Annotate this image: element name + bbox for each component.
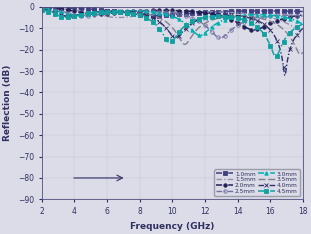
1.5mm — [56, 7, 60, 10]
3.5mm — [198, 25, 202, 28]
Line: 3.5mm: 3.5mm — [42, 9, 303, 54]
1.5mm — [301, 33, 305, 35]
2.0mm — [238, 22, 242, 25]
1.5mm — [238, 12, 242, 15]
2.0mm — [192, 10, 195, 13]
Line: 4.0mm: 4.0mm — [40, 7, 304, 77]
2.0mm — [40, 6, 44, 9]
4.0mm — [40, 8, 44, 11]
3.0mm — [207, 29, 210, 31]
Line: 1.5mm: 1.5mm — [42, 8, 303, 34]
3.0mm — [199, 34, 202, 37]
3.5mm — [301, 51, 305, 54]
3.5mm — [265, 18, 268, 21]
1.0mm — [56, 6, 60, 9]
4.5mm — [40, 8, 44, 11]
1.0mm — [265, 10, 269, 12]
4.0mm — [301, 27, 305, 30]
1.5mm — [192, 10, 195, 13]
4.5mm — [274, 55, 277, 58]
4.5mm — [301, 23, 305, 26]
1.0mm — [40, 6, 44, 9]
4.5mm — [198, 17, 202, 20]
1.0mm — [153, 14, 157, 17]
2.0mm — [301, 14, 305, 16]
1.5mm — [40, 6, 44, 9]
3.5mm — [56, 12, 60, 15]
2.5mm — [238, 22, 242, 25]
1.0mm — [238, 10, 242, 13]
3.0mm — [198, 34, 202, 37]
1.5mm — [206, 10, 210, 13]
4.5mm — [265, 37, 268, 39]
2.5mm — [192, 17, 195, 20]
3.0mm — [238, 15, 242, 17]
2.5mm — [56, 9, 60, 12]
4.5mm — [206, 16, 210, 18]
2.5mm — [206, 27, 210, 29]
3.5mm — [40, 8, 44, 11]
3.0mm — [56, 10, 60, 13]
Line: 1.0mm: 1.0mm — [40, 6, 304, 17]
2.5mm — [198, 21, 202, 23]
Line: 2.5mm: 2.5mm — [40, 7, 304, 40]
Legend: 1.0mm, 1.5mm, 2.0mm, 2.5mm, 3.0mm, 3.5mm, 4.0mm, 4.5mm: 1.0mm, 1.5mm, 2.0mm, 2.5mm, 3.0mm, 3.5mm… — [214, 169, 300, 196]
2.0mm — [206, 12, 210, 15]
2.5mm — [218, 37, 222, 39]
4.0mm — [206, 16, 210, 18]
3.5mm — [206, 20, 210, 23]
1.0mm — [192, 12, 196, 15]
Line: 3.0mm: 3.0mm — [40, 7, 304, 37]
4.0mm — [283, 74, 287, 77]
1.5mm — [265, 15, 268, 18]
3.5mm — [192, 32, 195, 35]
2.0mm — [56, 7, 60, 10]
3.5mm — [299, 53, 302, 56]
4.0mm — [238, 15, 242, 18]
4.0mm — [265, 25, 268, 28]
2.0mm — [198, 11, 202, 13]
4.5mm — [238, 17, 242, 20]
2.0mm — [252, 29, 256, 31]
4.0mm — [56, 12, 60, 15]
2.5mm — [265, 15, 269, 18]
2.0mm — [265, 24, 269, 27]
Line: 2.0mm: 2.0mm — [40, 6, 304, 32]
2.5mm — [301, 15, 305, 18]
1.0mm — [207, 11, 210, 14]
3.5mm — [238, 15, 242, 18]
3.0mm — [265, 14, 269, 16]
3.0mm — [40, 7, 44, 10]
1.0mm — [199, 11, 202, 14]
4.5mm — [192, 19, 195, 22]
1.5mm — [198, 10, 202, 13]
4.5mm — [56, 14, 60, 17]
1.0mm — [301, 10, 305, 13]
4.0mm — [198, 18, 202, 21]
X-axis label: Frequency (GHz): Frequency (GHz) — [130, 222, 215, 230]
2.5mm — [40, 7, 44, 10]
4.0mm — [192, 21, 195, 24]
Y-axis label: Reflection (dB): Reflection (dB) — [3, 65, 12, 141]
3.0mm — [301, 23, 305, 26]
Line: 4.5mm: 4.5mm — [40, 8, 304, 58]
3.0mm — [192, 30, 195, 33]
